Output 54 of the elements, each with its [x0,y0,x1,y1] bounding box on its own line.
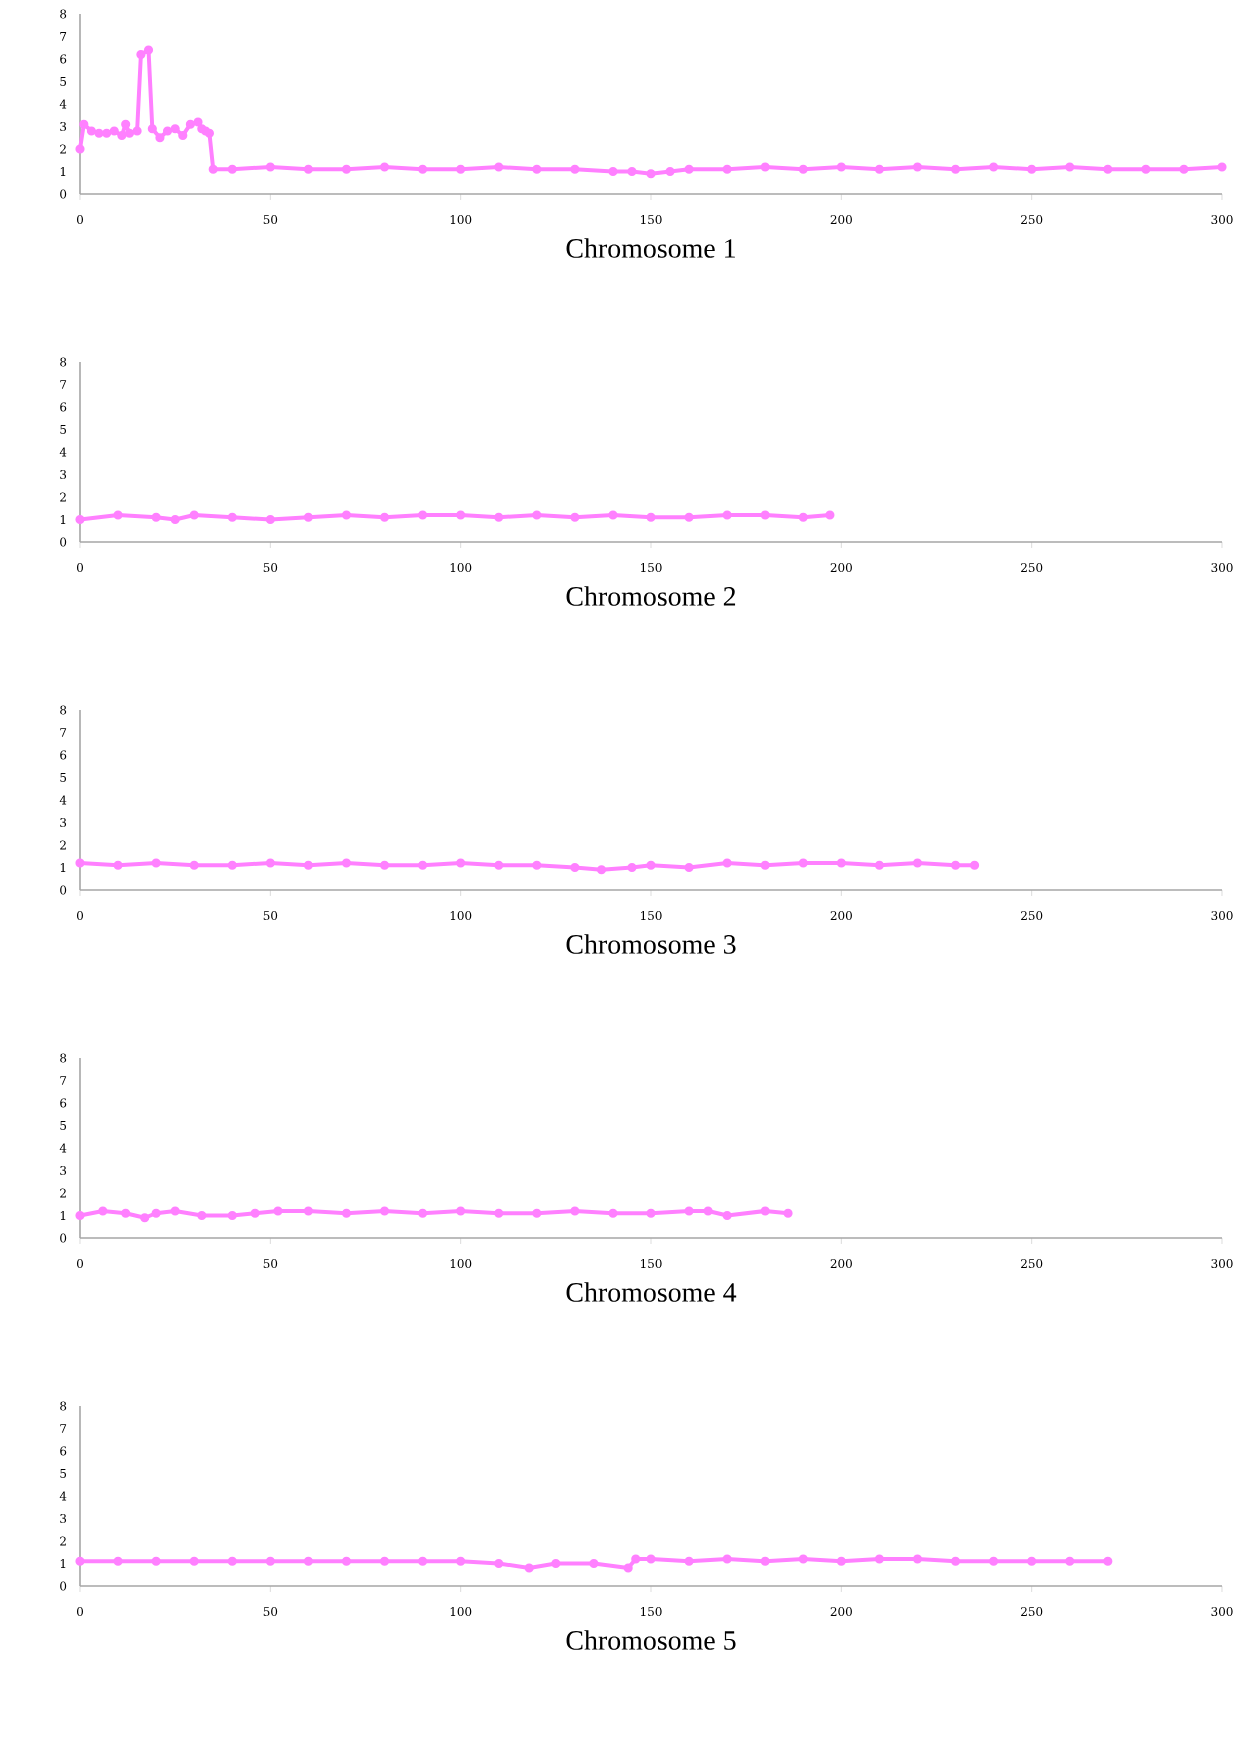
point [665,166,675,177]
point [109,126,119,136]
point [418,164,428,174]
text: Chromosome 5 [566,1630,736,1650]
point [79,119,89,129]
point [75,144,85,154]
point [162,126,173,136]
point [1141,164,1151,174]
point [1179,164,1189,174]
point [1027,164,1037,174]
point [532,164,542,174]
text: Chromosome 3 [566,934,736,954]
point [798,164,808,174]
point [570,164,580,174]
point [950,164,961,174]
point [102,128,112,138]
point [341,164,352,174]
point [170,124,180,134]
point [989,162,999,172]
point [124,128,135,138]
point [1065,162,1075,172]
point [265,162,275,172]
point [760,162,770,172]
point [646,169,656,179]
point [193,117,203,127]
point [608,166,618,177]
point [227,164,237,174]
point [121,119,131,129]
point [874,164,884,174]
point [143,45,154,55]
text: Chromosome 2 [566,586,736,606]
point [456,164,466,174]
point [94,128,104,138]
point [208,164,218,174]
text: Chromosome 1 [566,238,735,258]
point [136,49,146,60]
point [684,164,694,174]
point [494,162,504,172]
point [912,162,923,172]
point [132,126,142,136]
point [185,119,195,129]
point [117,130,127,141]
point [379,162,390,172]
point [155,133,165,143]
point [147,124,157,134]
point [836,162,846,172]
point [178,130,188,141]
point [86,126,97,136]
point [1217,162,1227,172]
point [303,164,313,174]
point [627,166,637,177]
point [1103,164,1113,174]
text: Chromosome 4 [566,1282,737,1302]
point [722,164,732,174]
